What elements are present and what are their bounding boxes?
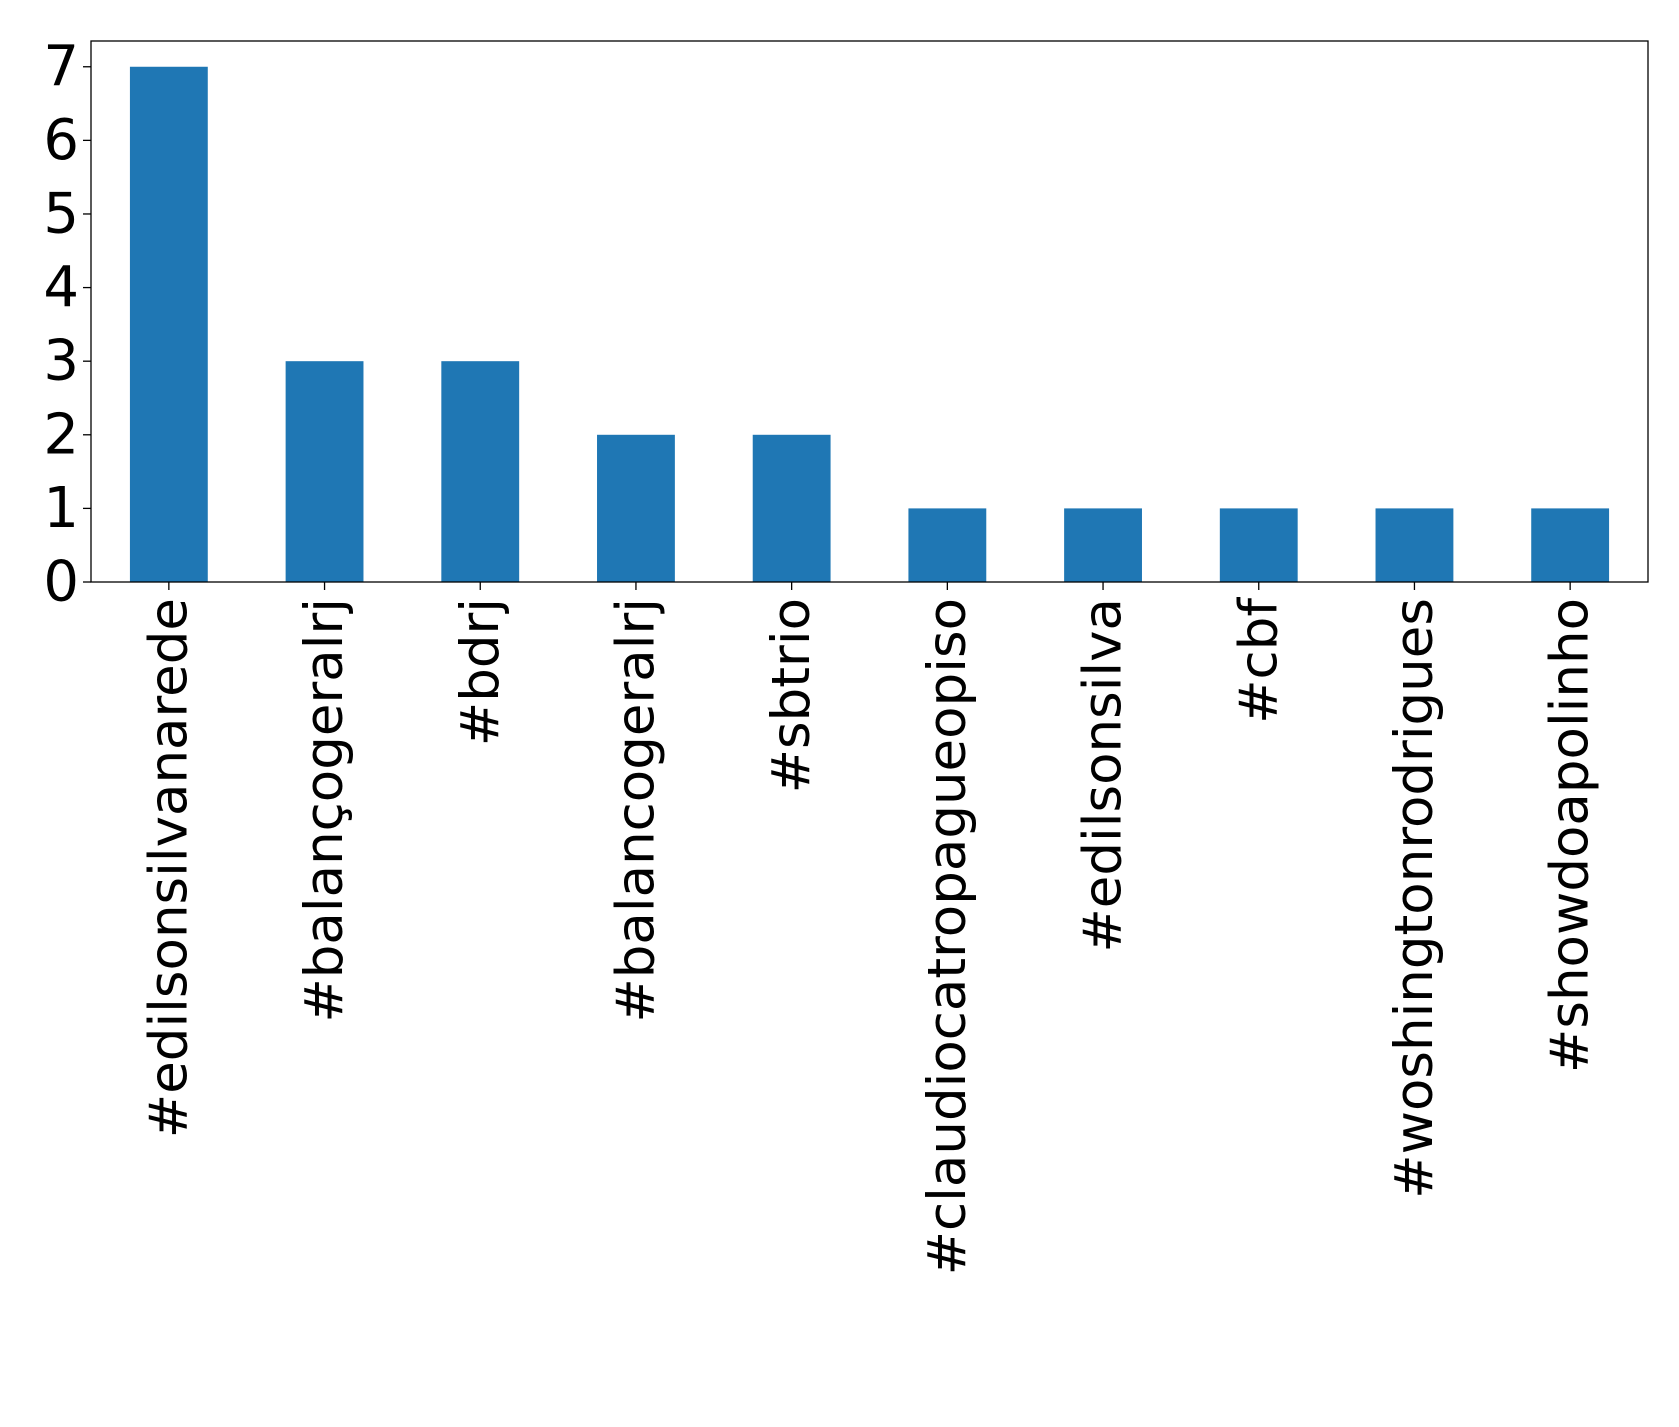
y-tick-label: 0: [43, 550, 79, 615]
bar: [1064, 508, 1142, 582]
x-tick-label: #balançogeralrj: [294, 598, 355, 1023]
x-tick-label: #claudiocatropagueopiso: [917, 598, 978, 1275]
y-tick-label: 3: [43, 329, 79, 394]
y-axis: 0 1 2 3 4 5 6 7: [43, 34, 91, 615]
plot-frame: [90, 40, 1649, 583]
bar: [908, 508, 987, 582]
x-tick-label: #edilsonsilvanarede: [138, 598, 199, 1138]
bar: [1531, 508, 1610, 582]
x-tick-label: #sbtrio: [761, 598, 822, 793]
x-tick-label: #bdrj: [450, 598, 511, 746]
bar: [752, 434, 831, 582]
x-tick-label: #showdoapolinho: [1540, 598, 1601, 1073]
x-axis: #edilsonsilvanarede #balançogeralrj #bdrj #…: [138, 582, 1601, 1275]
bars-group: [129, 66, 1610, 582]
bar: [285, 361, 364, 582]
bar: [1375, 508, 1454, 582]
bar: [441, 361, 520, 582]
bar: [1219, 508, 1298, 582]
x-tick-label: #balancogeralrj: [605, 598, 666, 1023]
y-tick-label: 4: [43, 255, 79, 320]
x-tick-label: #edilsonsilva: [1073, 598, 1134, 953]
x-tick-label: #woshingtonrodrigues: [1384, 598, 1445, 1199]
bar: [597, 434, 675, 582]
x-tick-label: #cbf: [1228, 597, 1289, 724]
y-tick-label: 2: [43, 402, 79, 467]
y-tick-label: 1: [43, 476, 79, 541]
y-tick-label: 6: [43, 108, 79, 173]
y-tick-label: 7: [43, 34, 79, 99]
bar: [129, 66, 208, 582]
y-tick-label: 5: [43, 181, 79, 246]
